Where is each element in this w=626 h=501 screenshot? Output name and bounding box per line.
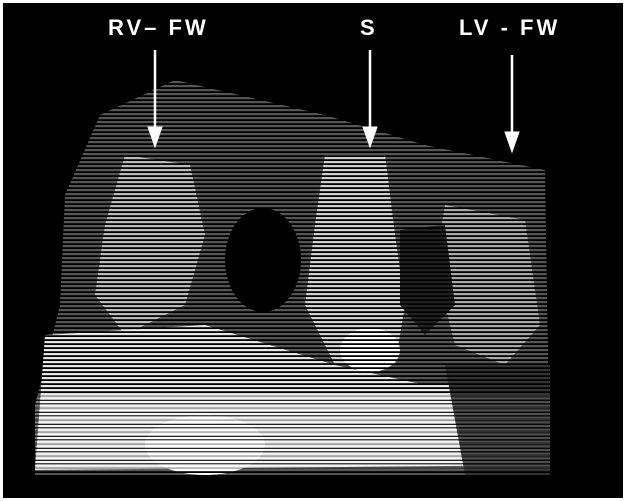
label-septum: S xyxy=(360,15,378,40)
arrow-lv-fw xyxy=(504,55,520,154)
arrow-septum xyxy=(362,50,378,149)
arrow-rv-fw xyxy=(147,50,163,149)
ultrasound-scan xyxy=(5,5,621,496)
label-rv-fw: RV– FW xyxy=(108,15,209,40)
echo-image-frame: RV– FW S LV - FW xyxy=(3,3,623,498)
label-lv-fw: LV - FW xyxy=(459,15,561,40)
